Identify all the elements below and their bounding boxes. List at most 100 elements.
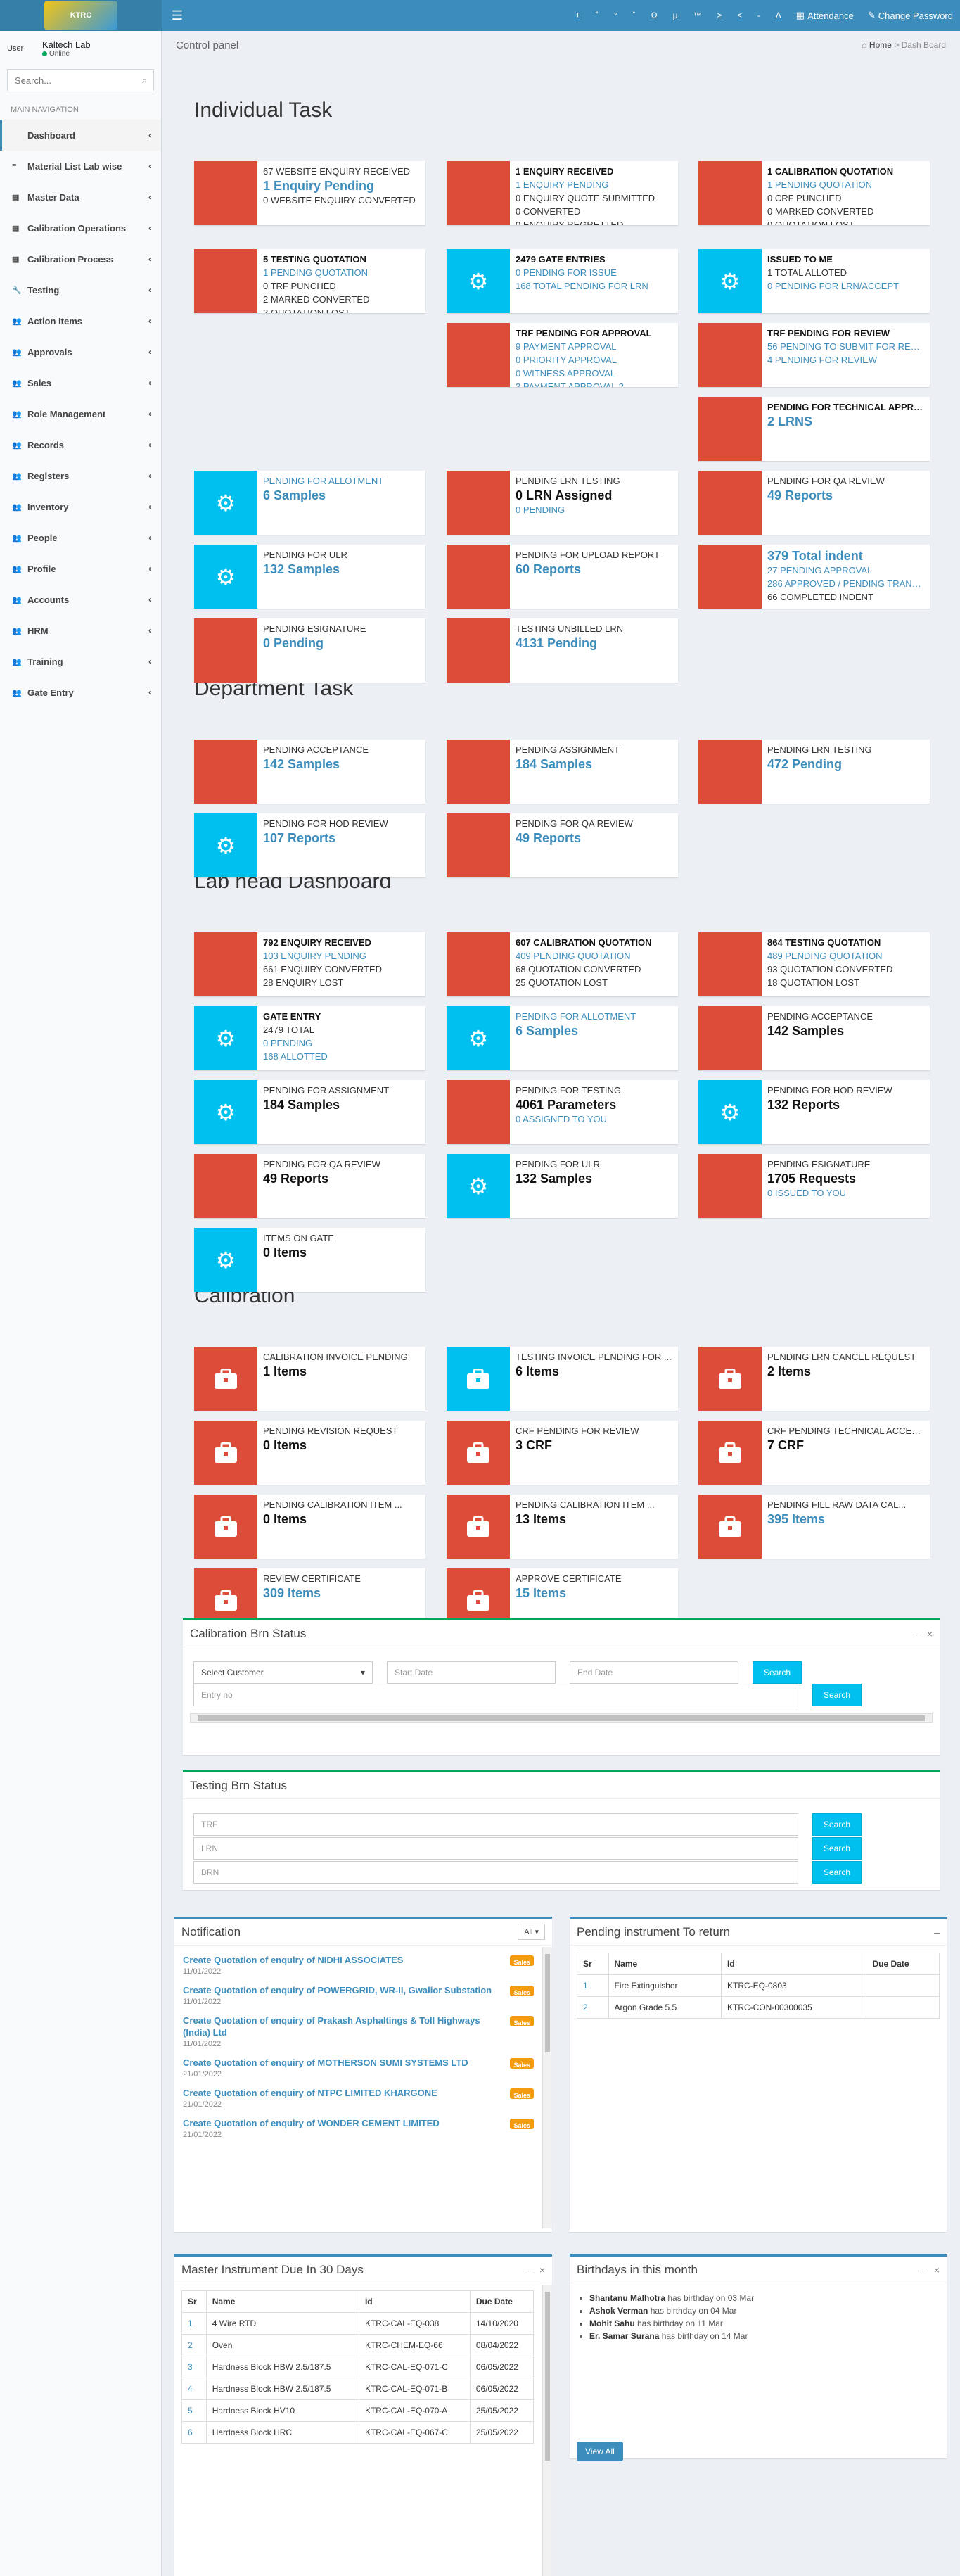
info-box[interactable]: PENDING FOR UPLOAD REPORT 60 Reports — [447, 545, 678, 609]
info-box[interactable]: 1 ENQUIRY RECEIVED 1 ENQUIRY PENDING 0 ENQ… — [447, 161, 678, 225]
collapse-icon[interactable]: – — [920, 2264, 926, 2276]
sidebar-item-training[interactable]: 👥 Training ‹ — [0, 646, 161, 677]
sidebar-toggle-icon[interactable]: ☰ — [171, 8, 184, 23]
trf-search-button[interactable]: Search — [812, 1813, 862, 1836]
symbol-button[interactable]: ™ — [693, 11, 702, 20]
close-icon[interactable]: × — [926, 1628, 933, 1639]
notification-link[interactable]: Create Quotation of enquiry of NIDHI ASS… — [183, 1954, 534, 1966]
notification-item[interactable]: Create Quotation of enquiry of NTPC LIMI… — [183, 2083, 534, 2113]
lrn-input[interactable]: LRN — [193, 1837, 798, 1860]
info-box[interactable]: PENDING LRN TESTING 0 LRN Assigned 0 PENDI… — [447, 471, 678, 535]
sidebar-item-sales[interactable]: 👥 Sales ‹ — [0, 367, 161, 398]
info-box[interactable]: PENDING ACCEPTANCE 142 Samples — [194, 740, 425, 804]
info-box[interactable]: ⚙ PENDING FOR ALLOTMENT 6 Samples — [194, 471, 425, 535]
info-box[interactable]: PENDING ESIGNATURE 1705 Requests 0 ISSUED … — [698, 1154, 930, 1218]
close-icon[interactable]: × — [539, 2264, 545, 2276]
symbol-button[interactable]: ± — [575, 11, 580, 20]
customer-select[interactable]: Select Customer ▾ — [193, 1661, 373, 1684]
info-box[interactable]: PENDING FOR TESTING 4061 Parameters 0 ASSI… — [447, 1080, 678, 1144]
sidebar-item-registers[interactable]: 👥 Registers ‹ — [0, 460, 161, 491]
notification-link[interactable]: Create Quotation of enquiry of MOTHERSON… — [183, 2057, 534, 2069]
info-box[interactable]: PENDING FOR TECHNICAL APPROVAL 2 LRNS — [698, 397, 930, 461]
search-input[interactable] — [7, 69, 154, 91]
end-date-input[interactable]: End Date — [570, 1661, 738, 1684]
info-box[interactable]: ⚙ PENDING FOR ULR 132 Samples — [447, 1154, 678, 1218]
brn-input[interactable]: BRN — [193, 1861, 798, 1884]
sidebar-item-approvals[interactable]: 👥 Approvals ‹ — [0, 336, 161, 367]
info-box[interactable]: PENDING FILL RAW DATA CAL... 395 Items — [698, 1495, 930, 1559]
notification-link[interactable]: Create Quotation of enquiry of POWERGRID… — [183, 1984, 534, 1996]
change-password-link[interactable]: ✎ Change Password — [861, 10, 960, 21]
info-box[interactable]: PENDING FOR QA REVIEW 49 Reports — [698, 471, 930, 535]
sidebar-item-people[interactable]: 👥 People ‹ — [0, 522, 161, 553]
sidebar-item-hrm[interactable]: 👥 HRM ‹ — [0, 615, 161, 646]
view-all-button[interactable]: View All — [577, 2442, 623, 2461]
collapse-icon[interactable]: – — [913, 1628, 919, 1639]
notification-link[interactable]: Create Quotation of enquiry of NTPC LIMI… — [183, 2087, 534, 2099]
horizontal-scrollbar[interactable] — [190, 1713, 933, 1723]
info-box[interactable]: 607 CALIBRATION QUOTATION 409 PENDING QUO… — [447, 932, 678, 996]
breadcrumb-home[interactable]: Home — [869, 40, 892, 50]
sidebar-item-testing[interactable]: 🔧 Testing ‹ — [0, 274, 161, 305]
info-box[interactable]: PENDING FOR QA REVIEW 49 Reports — [447, 813, 678, 877]
close-icon[interactable]: × — [933, 2264, 940, 2276]
symbol-button[interactable]: Δ — [775, 11, 781, 20]
info-box[interactable]: 379 Total indent 27 PENDING APPROVAL 286 A… — [698, 545, 930, 609]
attendance-link[interactable]: ▦ Attendance — [789, 10, 861, 21]
trf-input[interactable]: TRF — [193, 1813, 798, 1836]
notification-item[interactable]: Create Quotation of enquiry of WONDER CE… — [183, 2113, 534, 2143]
info-box[interactable]: ⚙ 2479 GATE ENTRIES 0 PENDING FOR ISSUE 168… — [447, 249, 678, 313]
symbol-button[interactable]: - — [757, 11, 760, 20]
info-box[interactable]: ⚙ PENDING FOR HOD REVIEW 132 Reports — [698, 1080, 930, 1144]
info-box[interactable]: ⚙ PENDING FOR ALLOTMENT 6 Samples — [447, 1006, 678, 1070]
entry-search-button[interactable]: Search — [812, 1684, 862, 1706]
symbol-button[interactable]: ≥ — [717, 11, 722, 20]
info-box[interactable]: PENDING CALIBRATION ITEM ... 13 Items — [447, 1495, 678, 1559]
sidebar-item-calibration-process[interactable]: ▦ Calibration Process ‹ — [0, 243, 161, 274]
info-box[interactable]: PENDING LRN TESTING 472 Pending — [698, 740, 930, 804]
info-box[interactable]: CRF PENDING TECHNICAL ACCEPTANCE 7 CRF — [698, 1421, 930, 1485]
info-box[interactable]: 67 WEBSITE ENQUIRY RECEIVED 1 Enquiry Pen… — [194, 161, 425, 225]
info-box[interactable]: ⚙ PENDING FOR ULR 132 Samples — [194, 545, 425, 609]
info-box[interactable]: PENDING FOR QA REVIEW 49 Reports — [194, 1154, 425, 1218]
info-box[interactable]: PENDING CALIBRATION ITEM ... 0 Items — [194, 1495, 425, 1559]
brn-search-button[interactable]: Search — [812, 1861, 862, 1884]
notification-link[interactable]: Create Quotation of enquiry of Prakash A… — [183, 2015, 534, 2038]
info-box[interactable]: 792 ENQUIRY RECEIVED 103 ENQUIRY PENDING 6… — [194, 932, 425, 996]
sidebar-item-accounts[interactable]: 👥 Accounts ‹ — [0, 584, 161, 615]
info-box[interactable]: TESTING UNBILLED LRN 4131 Pending — [447, 618, 678, 683]
symbol-button[interactable]: ° — [613, 11, 617, 20]
sidebar-item-material-list-lab-wise[interactable]: ≡ Material List Lab wise ‹ — [0, 151, 161, 182]
notification-filter-select[interactable]: All ▾ — [518, 1924, 545, 1940]
start-date-input[interactable]: Start Date — [387, 1661, 556, 1684]
symbol-button[interactable]: Ω — [651, 11, 658, 20]
collapse-icon[interactable]: – — [525, 2264, 531, 2276]
info-box[interactable]: 1 CALIBRATION QUOTATION 1 PENDING QUOTATI… — [698, 161, 930, 225]
info-box[interactable]: PENDING ACCEPTANCE 142 Samples — [698, 1006, 930, 1070]
sidebar-item-dashboard[interactable]: Dashboard ‹ — [0, 120, 161, 151]
sidebar-item-inventory[interactable]: 👥 Inventory ‹ — [0, 491, 161, 522]
vertical-scrollbar[interactable] — [542, 1947, 552, 2228]
collapse-icon[interactable]: – — [934, 1926, 940, 1938]
info-box[interactable]: ⚙ PENDING FOR ASSIGNMENT 184 Samples — [194, 1080, 425, 1144]
notification-item[interactable]: Create Quotation of enquiry of Prakash A… — [183, 2010, 534, 2052]
info-box[interactable]: 5 TESTING QUOTATION 1 PENDING QUOTATION 0 … — [194, 249, 425, 313]
sidebar-item-gate-entry[interactable]: 👥 Gate Entry ‹ — [0, 677, 161, 708]
info-box[interactable]: CALIBRATION INVOICE PENDING 1 Items — [194, 1347, 425, 1411]
search-button[interactable]: Search — [753, 1661, 802, 1684]
info-box[interactable]: CRF PENDING FOR REVIEW 3 CRF — [447, 1421, 678, 1485]
notification-link[interactable]: Create Quotation of enquiry of WONDER CE… — [183, 2117, 534, 2129]
info-box[interactable]: ⚙ GATE ENTRY 2479 TOTAL 0 PENDING 168 ALLOTT… — [194, 1006, 425, 1070]
sidebar-item-profile[interactable]: 👥 Profile ‹ — [0, 553, 161, 584]
notification-item[interactable]: Create Quotation of enquiry of POWERGRID… — [183, 1980, 534, 2010]
info-box[interactable]: PENDING REVISION REQUEST 0 Items — [194, 1421, 425, 1485]
notification-item[interactable]: Create Quotation of enquiry of NIDHI ASS… — [183, 1950, 534, 1980]
sidebar-item-master-data[interactable]: ▦ Master Data ‹ — [0, 182, 161, 212]
lrn-search-button[interactable]: Search — [812, 1837, 862, 1860]
info-box[interactable]: PENDING ESIGNATURE 0 Pending — [194, 618, 425, 683]
symbol-button[interactable]: ≤ — [737, 11, 742, 20]
vertical-scrollbar[interactable] — [542, 2285, 552, 2576]
sidebar-item-role-management[interactable]: 👥 Role Management ‹ — [0, 398, 161, 429]
info-box[interactable]: ⚙ PENDING FOR HOD REVIEW 107 Reports — [194, 813, 425, 877]
sidebar-item-calibration-operations[interactable]: ▦ Calibration Operations ‹ — [0, 212, 161, 243]
